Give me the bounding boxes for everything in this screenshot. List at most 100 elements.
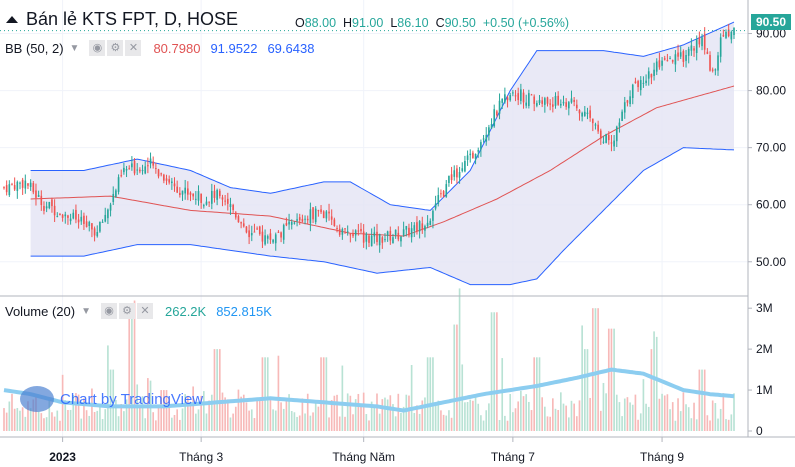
candle-body — [232, 204, 234, 211]
volume-bar — [309, 415, 312, 431]
volume-bar — [69, 409, 72, 431]
candle-body — [144, 166, 147, 174]
gear-icon[interactable]: ⚙ — [107, 40, 124, 56]
volume-bar — [717, 418, 719, 431]
candle-body — [298, 217, 301, 221]
candle-body — [498, 100, 501, 114]
tradingview-watermark[interactable]: Chart by TradingView — [20, 386, 203, 412]
candle-body — [589, 110, 591, 118]
candle-body — [381, 237, 384, 243]
candle-body — [317, 210, 320, 212]
time-axis[interactable]: 2023 Tháng 3 Tháng Năm Tháng 7 Tháng 9 — [49, 437, 684, 464]
volume-bar — [557, 409, 559, 431]
volume-bar — [250, 409, 253, 431]
volume-bar — [269, 398, 272, 431]
bb-label[interactable]: BB (50, 2) — [5, 40, 64, 56]
candle-body — [677, 52, 679, 57]
close-icon[interactable]: ✕ — [125, 40, 142, 56]
volume-bar — [663, 395, 666, 431]
candle-body — [488, 127, 490, 136]
candle-body — [11, 184, 13, 186]
candle-body — [221, 197, 224, 200]
candle-body — [450, 174, 453, 181]
candle-body — [426, 222, 429, 226]
candle-body — [618, 122, 621, 127]
candle-body — [16, 181, 19, 191]
volume-bar — [13, 408, 16, 431]
volume-bar — [277, 355, 280, 431]
bollinger-lower-line — [30, 147, 735, 286]
candle-body — [309, 209, 312, 224]
volume-bar — [205, 413, 208, 431]
volume-bar — [618, 402, 621, 431]
collapse-arrow-icon[interactable] — [4, 13, 18, 27]
close-icon[interactable]: ✕ — [137, 303, 153, 319]
volume-bar — [141, 396, 144, 431]
candle-body — [666, 60, 669, 62]
eye-icon[interactable]: ◉ — [89, 40, 106, 56]
volume-bar — [567, 417, 570, 431]
volume-label[interactable]: Volume (20) — [5, 303, 76, 319]
candle-body — [173, 183, 176, 187]
candle-body — [392, 237, 394, 244]
candle-body — [360, 228, 362, 232]
price-axis[interactable]: 50.00 60.00 70.00 80.00 90.00 — [748, 27, 786, 269]
volume-caret-icon[interactable]: ▼ — [81, 305, 91, 317]
candle-body — [155, 168, 157, 170]
volume-bar — [413, 412, 416, 431]
candle-body — [53, 205, 56, 216]
volume-bar — [160, 390, 163, 431]
volume-bar — [639, 413, 642, 431]
volume-axis[interactable]: 0 1M 2M 3M — [748, 301, 773, 438]
volume-bar — [59, 420, 61, 431]
candle-body — [565, 102, 567, 107]
candle-body — [69, 218, 72, 222]
candle-body — [208, 201, 210, 203]
candle-body — [306, 218, 309, 221]
volume-bar — [623, 398, 626, 431]
candle-body — [418, 221, 421, 232]
volume-bar — [341, 365, 344, 431]
volume-bar — [597, 308, 599, 431]
candle-body — [504, 94, 506, 103]
candle-body — [706, 51, 709, 54]
symbol-title[interactable]: Bán lẻ KTS FPT, D, HOSE — [26, 9, 239, 29]
candle-body — [194, 198, 197, 200]
gear-icon[interactable]: ⚙ — [119, 303, 135, 319]
candle-body — [653, 69, 655, 76]
volume-bar — [317, 406, 320, 431]
candle-body — [642, 82, 645, 84]
candle-body — [264, 235, 266, 245]
volume-bar — [67, 409, 69, 431]
volume-bar — [226, 399, 229, 431]
ohlc-change: +0.50 (+0.56%) — [482, 16, 570, 30]
bb-middle-value: 80.7980 — [153, 40, 201, 56]
volume-bar — [480, 415, 482, 431]
volume-bar — [525, 394, 528, 431]
volume-bar — [453, 324, 456, 431]
candle-body — [104, 214, 107, 222]
volume-bar — [408, 395, 410, 431]
volume-bar — [565, 405, 567, 431]
candle-body — [602, 141, 605, 143]
volume-bar — [520, 390, 522, 431]
volume-bar — [549, 416, 551, 431]
candle-body — [709, 55, 711, 71]
volume-bar — [482, 420, 485, 431]
bb-caret-icon[interactable]: ▼ — [69, 42, 80, 54]
candle-body — [711, 69, 714, 71]
volume-bar — [546, 416, 549, 431]
volume-bar — [687, 407, 690, 431]
volume-tick-label: 2M — [756, 342, 773, 356]
candle-body — [474, 153, 477, 160]
candle-body — [541, 100, 544, 104]
volume-bar — [48, 400, 51, 431]
candle-body — [274, 234, 277, 244]
eye-icon[interactable]: ◉ — [101, 303, 117, 319]
ohlc-open: O88.00 — [295, 16, 337, 30]
candle-body — [469, 153, 472, 156]
volume-bar — [719, 408, 722, 431]
candle-body — [605, 134, 607, 143]
volume-bar — [5, 412, 8, 431]
